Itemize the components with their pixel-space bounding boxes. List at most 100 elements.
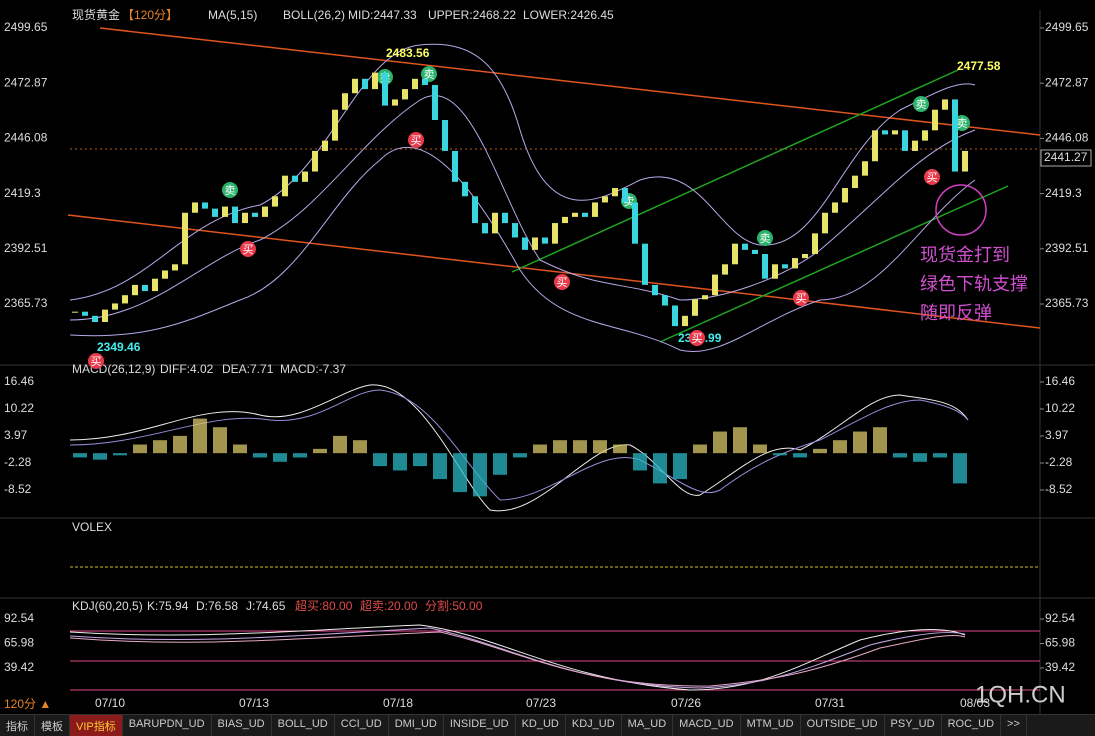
macd-bar (93, 453, 107, 460)
mid: MID:2447.33 (348, 8, 417, 22)
macd-bar (713, 431, 727, 454)
y-tick-label: 2365.73 (4, 296, 48, 310)
candle (552, 223, 558, 244)
candle (192, 202, 198, 213)
layout-lines (0, 10, 1095, 714)
candle (682, 315, 688, 327)
candle (662, 295, 668, 306)
candle (602, 196, 608, 203)
macd-bar (333, 435, 347, 454)
x-tick-label: 07/23 (526, 696, 556, 710)
candle (652, 284, 658, 296)
tab[interactable]: BARUPDN_UD (123, 715, 212, 736)
candle (472, 196, 478, 224)
candle (862, 161, 868, 176)
macd-bar (893, 453, 907, 458)
annotation: 随即反弹 (920, 303, 992, 323)
tab[interactable]: CCI_UD (335, 715, 389, 736)
tab[interactable]: INSIDE_UD (444, 715, 516, 736)
tab[interactable]: KD_UD (516, 715, 566, 736)
x-tick-label: 07/18 (383, 696, 413, 710)
candle (772, 264, 778, 279)
macd-bar (833, 440, 847, 454)
candle (352, 78, 358, 94)
y-tick-label-right: 2419.3 (1045, 186, 1082, 200)
macd-bar (173, 435, 187, 454)
y-tick-label-right: 3.97 (1045, 428, 1069, 442)
candle (782, 264, 788, 269)
tab[interactable]: OUTSIDE_UD (801, 715, 885, 736)
candle (592, 202, 598, 217)
y-tick-label-right: 10.22 (1045, 401, 1075, 415)
sell: 卖 (757, 230, 773, 246)
candle (822, 212, 828, 234)
tab[interactable]: 模板 (35, 715, 70, 736)
tab[interactable]: ROC_UD (942, 715, 1002, 736)
tab[interactable]: VIP指标 (70, 715, 123, 736)
tab[interactable]: MA_UD (622, 715, 674, 736)
macd-bar (493, 453, 507, 475)
candle (452, 150, 458, 182)
candle (632, 202, 638, 244)
candle (72, 311, 78, 313)
sell: 卖 (421, 66, 437, 82)
macd-bar (953, 453, 967, 484)
overbought: 超买:80.00 (295, 598, 353, 613)
signals: 卖 卖 卖 卖 卖 卖 卖 买 买 买 买 买 买 买 (88, 66, 970, 369)
tab[interactable]: BIAS_UD (212, 715, 272, 736)
candle (842, 188, 848, 203)
candle (812, 233, 818, 254)
macd-value: MACD:-7.37 (280, 362, 346, 376)
tab[interactable]: MTM_UD (741, 715, 801, 736)
y-tick-label: 2392.51 (4, 241, 48, 255)
candle (962, 150, 968, 172)
y-tick-label-right: 2446.08 (1045, 131, 1089, 145)
tab[interactable]: >> (1001, 715, 1027, 736)
x-tick-label: 08/03 (960, 696, 990, 710)
tab[interactable]: PSY_UD (885, 715, 942, 736)
tab[interactable]: MACD_UD (673, 715, 741, 736)
candle (882, 130, 888, 135)
tab[interactable]: DMI_UD (389, 715, 444, 736)
dea: DEA:7.71 (222, 362, 274, 376)
candle (82, 311, 88, 316)
buy: 买 (554, 274, 570, 290)
candle (492, 212, 498, 234)
candle (762, 253, 768, 279)
buy-label: 买 (557, 276, 568, 289)
j: J:74.65 (246, 599, 286, 613)
y-tick-label-right: -2.28 (1045, 455, 1073, 469)
tab-bar: 指标 模板 VIP指标 BARUPDN_UD BIAS_UD BOLL_UD CCI_UD D… (0, 714, 1095, 736)
candle (162, 270, 168, 279)
macd-bar (273, 453, 287, 462)
macd-bar (533, 444, 547, 454)
macd-bar (513, 453, 527, 458)
x-tick-label: 07/31 (815, 696, 845, 710)
y-tick-label-right: 2472.87 (1045, 75, 1089, 89)
diff: DIFF:4.02 (160, 362, 214, 376)
macd-bar (73, 453, 87, 458)
candle (642, 243, 648, 285)
symbol: 现货黄金 (72, 7, 120, 22)
period[interactable]: 【120分】 (122, 8, 178, 22)
macd-bar (793, 453, 807, 458)
tab[interactable]: 指标 (0, 715, 35, 736)
macd-bar (913, 453, 927, 462)
candle (382, 72, 388, 106)
macd-bar (613, 444, 627, 454)
sell-label: 卖 (760, 232, 771, 245)
macd-bar (873, 427, 887, 454)
low-label: 2349.46 (97, 340, 141, 354)
tab[interactable]: KDJ_UD (566, 715, 622, 736)
macd-bar (773, 453, 787, 456)
period-switch[interactable]: 120分 ▲ (4, 697, 51, 711)
candle (242, 212, 248, 224)
y-tick-label-right: 2365.73 (1045, 296, 1089, 310)
macd-bar (673, 453, 687, 480)
tab[interactable]: BOLL_UD (272, 715, 335, 736)
buy: 买 (924, 169, 940, 185)
y-tick-label: 2419.3 (4, 186, 41, 200)
macd-bar (693, 444, 707, 454)
candle (802, 253, 808, 259)
